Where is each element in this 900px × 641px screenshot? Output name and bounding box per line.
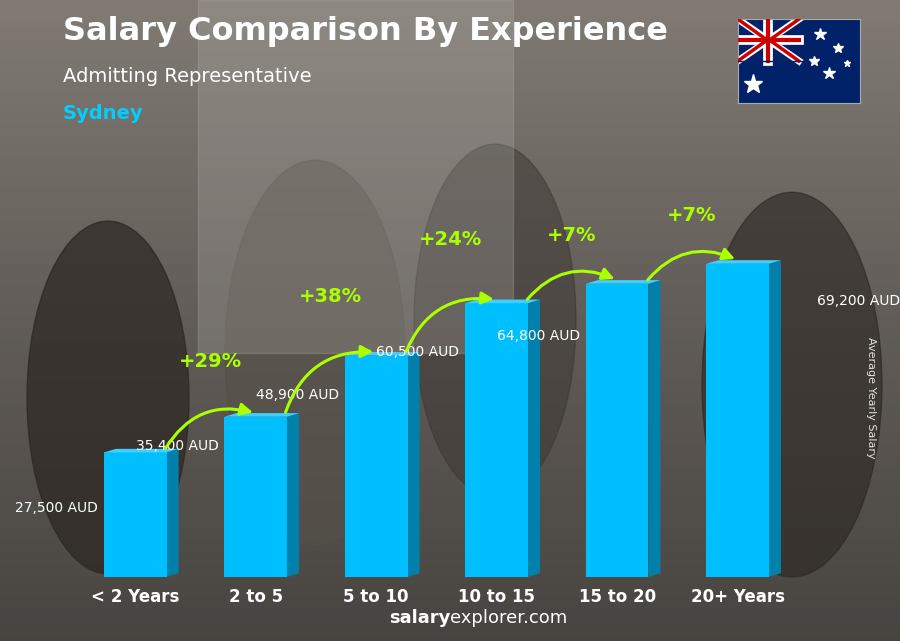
Polygon shape: [649, 280, 661, 577]
Polygon shape: [224, 413, 299, 417]
Polygon shape: [586, 280, 661, 284]
Ellipse shape: [702, 192, 882, 577]
Polygon shape: [224, 417, 287, 577]
Text: salary: salary: [389, 609, 450, 627]
Polygon shape: [104, 453, 166, 577]
Text: 60,500 AUD: 60,500 AUD: [376, 345, 459, 360]
Polygon shape: [706, 264, 769, 577]
Text: 69,200 AUD: 69,200 AUD: [817, 294, 900, 308]
Text: 35,400 AUD: 35,400 AUD: [136, 438, 219, 453]
Text: Average Yearly Salary: Average Yearly Salary: [866, 337, 877, 458]
Polygon shape: [769, 260, 781, 577]
Polygon shape: [104, 449, 179, 453]
Polygon shape: [465, 303, 528, 577]
Ellipse shape: [414, 144, 576, 497]
Text: +7%: +7%: [546, 226, 596, 246]
Polygon shape: [166, 449, 179, 577]
Text: +24%: +24%: [419, 230, 482, 249]
Polygon shape: [345, 356, 408, 577]
Text: +7%: +7%: [667, 206, 716, 226]
Polygon shape: [706, 260, 781, 264]
Text: explorer.com: explorer.com: [450, 609, 567, 627]
Text: 48,900 AUD: 48,900 AUD: [256, 388, 339, 403]
Polygon shape: [345, 352, 419, 356]
Text: +29%: +29%: [178, 351, 241, 370]
Text: 27,500 AUD: 27,500 AUD: [15, 501, 98, 515]
FancyBboxPatch shape: [198, 0, 513, 353]
Polygon shape: [528, 299, 540, 577]
Text: Salary Comparison By Experience: Salary Comparison By Experience: [63, 16, 668, 47]
Text: Sydney: Sydney: [63, 104, 144, 123]
Ellipse shape: [225, 160, 405, 545]
Polygon shape: [586, 284, 649, 577]
Ellipse shape: [27, 221, 189, 574]
Text: 64,800 AUD: 64,800 AUD: [497, 329, 580, 344]
Text: Admitting Representative: Admitting Representative: [63, 67, 311, 87]
Polygon shape: [287, 413, 299, 577]
Polygon shape: [408, 352, 419, 577]
Text: +38%: +38%: [299, 287, 362, 306]
Polygon shape: [465, 299, 540, 303]
